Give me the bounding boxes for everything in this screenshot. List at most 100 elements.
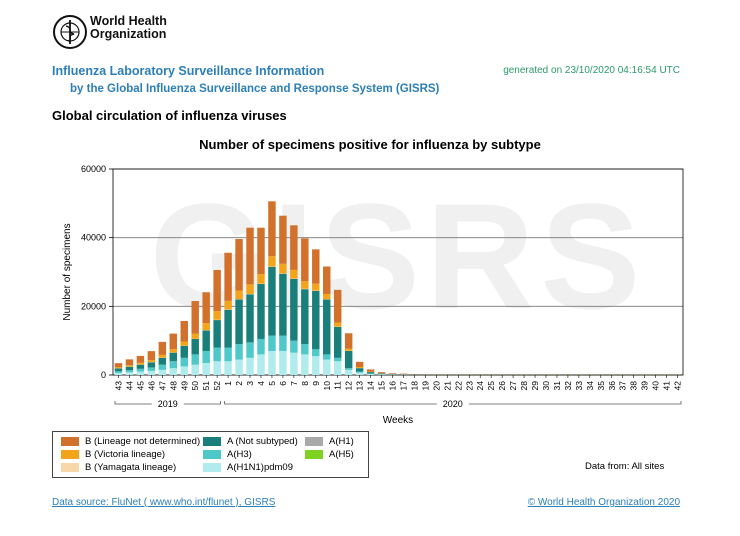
x-tick-label: 32 bbox=[563, 381, 573, 391]
bar-segment bbox=[333, 361, 342, 375]
bar-segment bbox=[301, 354, 309, 375]
bar-segment bbox=[355, 371, 364, 373]
bar-segment bbox=[224, 252, 232, 301]
bar-segment bbox=[301, 289, 309, 345]
legend-item: A(H1) bbox=[305, 436, 354, 447]
bar-segment bbox=[158, 341, 167, 355]
bar-segment bbox=[191, 338, 199, 355]
bar-segment bbox=[323, 266, 331, 294]
bar-segment bbox=[257, 354, 265, 375]
bar-segment bbox=[366, 371, 375, 373]
bar-segment bbox=[136, 364, 145, 369]
data-from-note: Data from: All sites bbox=[585, 461, 665, 472]
bar-segment bbox=[333, 326, 342, 358]
bar-segment bbox=[333, 322, 342, 327]
bar-segment bbox=[136, 371, 145, 375]
bar-segment bbox=[158, 369, 167, 375]
bar-segment bbox=[125, 370, 134, 373]
bar-segment bbox=[333, 357, 342, 362]
bar-segment bbox=[268, 256, 276, 267]
legend-swatch bbox=[305, 449, 323, 459]
bar-segment bbox=[355, 368, 364, 372]
bar-segment bbox=[279, 273, 287, 336]
x-tick-label: 34 bbox=[585, 381, 595, 391]
x-tick-label: 36 bbox=[607, 381, 617, 391]
x-tick-label: 25 bbox=[486, 381, 496, 391]
who-name-line2: Organization bbox=[90, 27, 167, 41]
bar-segment bbox=[169, 349, 178, 353]
bar-segment bbox=[224, 300, 232, 310]
bar-segment bbox=[366, 372, 375, 374]
x-tick-label: 8 bbox=[300, 381, 310, 386]
year-label: 2019 bbox=[158, 399, 178, 409]
legend-label: B (Yamagata lineage) bbox=[85, 462, 177, 473]
bar-segment bbox=[388, 373, 397, 374]
bar-segment bbox=[268, 201, 276, 257]
x-tick-label: 51 bbox=[201, 381, 211, 391]
legend-swatch bbox=[203, 436, 221, 446]
legend-label: A(H1N1)pdm09 bbox=[227, 462, 293, 473]
bar-segment bbox=[235, 290, 243, 300]
bar-segment bbox=[312, 249, 320, 284]
bar-segment bbox=[301, 281, 309, 289]
bar-segment bbox=[213, 361, 221, 375]
legend-swatch bbox=[61, 462, 79, 472]
legend-swatch bbox=[305, 436, 323, 446]
x-tick-label: 26 bbox=[497, 381, 507, 391]
bar-segment bbox=[312, 349, 320, 357]
chart-title: Number of specimens positive for influen… bbox=[199, 137, 541, 152]
bar-segment bbox=[180, 345, 188, 358]
bar-segment bbox=[279, 215, 287, 264]
x-tick-label: 43 bbox=[113, 381, 123, 391]
x-tick-label: 39 bbox=[640, 381, 650, 391]
x-tick-label: 42 bbox=[673, 381, 683, 391]
x-tick-label: 30 bbox=[541, 381, 551, 391]
x-tick-label: 38 bbox=[629, 381, 639, 391]
bar-segment bbox=[279, 350, 287, 375]
bar-segment bbox=[235, 359, 243, 375]
bar-segment bbox=[355, 367, 364, 369]
x-tick-label: 16 bbox=[388, 381, 398, 391]
bar-segment bbox=[246, 294, 254, 343]
bar-segment bbox=[246, 342, 254, 358]
x-tick-label: 6 bbox=[278, 381, 288, 386]
legend-swatch bbox=[203, 449, 221, 459]
data-source-link[interactable]: Data source: FluNet ( www.who.int/flunet… bbox=[52, 497, 276, 508]
bar-segment bbox=[312, 290, 320, 350]
bar-segment bbox=[377, 374, 386, 375]
who-name: World Health Organization bbox=[90, 15, 167, 41]
bar-segment bbox=[136, 355, 145, 363]
x-tick-label: 44 bbox=[124, 381, 134, 391]
bar-segment bbox=[180, 341, 188, 346]
x-tick-label: 1 bbox=[223, 381, 233, 386]
bar-segment bbox=[202, 362, 210, 375]
bar-segment bbox=[191, 364, 199, 375]
bar-segment bbox=[213, 269, 221, 312]
bar-segment bbox=[114, 367, 123, 369]
bar-segment bbox=[224, 361, 232, 375]
chart-legend: B (Lineage not determined) B (Victoria li… bbox=[52, 431, 369, 478]
x-tick-label: 29 bbox=[530, 381, 540, 391]
x-tick-label: 5 bbox=[267, 381, 277, 386]
x-tick-label: 3 bbox=[245, 381, 255, 386]
bar-segment bbox=[366, 373, 375, 374]
bar-segment bbox=[213, 347, 221, 362]
x-tick-label: 41 bbox=[662, 381, 672, 391]
bar-segment bbox=[290, 278, 298, 341]
bar-segment bbox=[312, 356, 320, 375]
copyright-link[interactable]: © World Health Organization 2020 bbox=[527, 497, 680, 508]
bar-segment bbox=[257, 227, 265, 275]
legend-label: B (Lineage not determined) bbox=[85, 436, 201, 447]
bar-segment bbox=[290, 269, 298, 279]
bar-segment bbox=[114, 363, 123, 368]
legend-item: B (Yamagata lineage) bbox=[61, 462, 176, 473]
x-tick-label: 23 bbox=[464, 381, 474, 391]
who-logo-icon bbox=[53, 15, 87, 49]
bar-segment bbox=[169, 361, 178, 369]
x-tick-label: 2 bbox=[234, 381, 244, 386]
legend-item: B (Victoria lineage) bbox=[61, 449, 165, 460]
who-name-line1: World Health bbox=[90, 14, 167, 28]
bar-segment bbox=[114, 371, 123, 373]
bar-segment bbox=[323, 359, 331, 375]
